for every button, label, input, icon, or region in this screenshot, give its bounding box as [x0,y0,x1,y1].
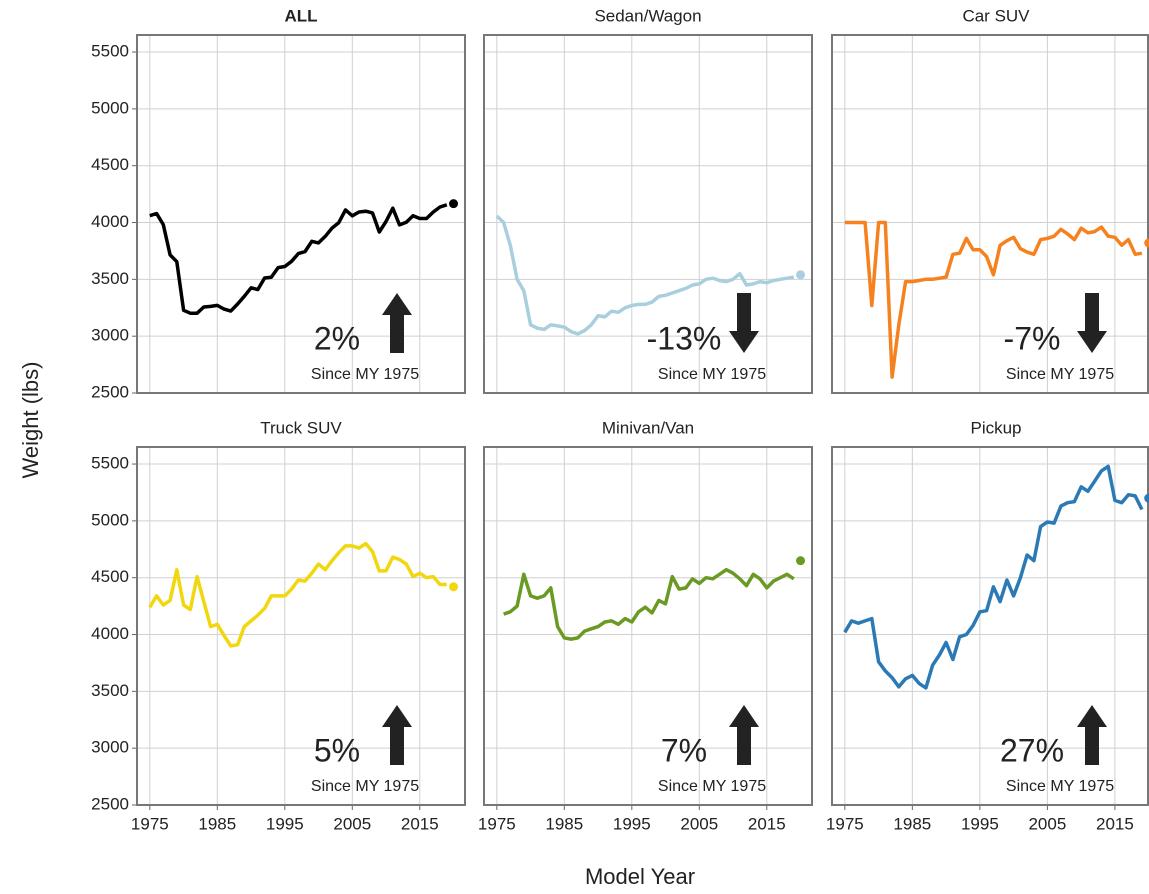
panel-frame [483,34,813,394]
y-tick-label: 3500 [91,269,129,288]
x-tick-label: 1995 [613,814,651,833]
final-point [449,199,459,209]
x-axis-label: Model Year [585,864,695,889]
change-label: 2% [314,320,360,356]
final-point [449,582,459,592]
final-point [796,270,806,280]
y-tick-label: 4000 [91,212,129,231]
change-arrow [382,293,412,353]
x-tick-label: 2015 [748,814,786,833]
panel-frame [136,34,466,394]
y-tick-label: 3000 [91,738,129,757]
change-arrow [382,705,412,765]
x-tick-label: 1975 [478,814,516,833]
final-point [796,556,806,566]
panel-title: Pickup [970,418,1021,437]
panel-title: ALL [284,6,317,25]
y-tick-label: 4000 [91,624,129,643]
change-note: Since MY 1975 [658,366,766,383]
y-tick-label: 3500 [91,681,129,700]
series-line [503,567,795,641]
x-tick-label: 1995 [266,814,304,833]
y-tick-label: 4500 [91,567,129,586]
x-tick-label: 2005 [1028,814,1066,833]
y-tick-label: 4500 [91,155,129,174]
x-tick-label: 1985 [545,814,583,833]
panel: Minivan/Van 1975 1985 1995 2005 2015 7% Since M… [478,418,813,833]
series-line [149,203,448,315]
y-tick-label: 2500 [91,382,129,401]
change-label: 27% [1000,732,1064,768]
change-arrow [729,705,759,765]
panel: Sedan/Wagon -13% Since MY 1975 [483,6,813,394]
change-label: 5% [314,732,360,768]
final-point [1144,493,1149,503]
change-note: Since MY 1975 [311,778,419,795]
panel: ALL 2500 3000 3500 4000 4500 5000 5500 2% Since M… [91,6,466,401]
panel: Truck SUV 2500 3000 3500 4000 4500 5000 5500 197… [91,418,466,833]
change-arrow [1077,705,1107,765]
change-note: Since MY 1975 [658,778,766,795]
change-note: Since MY 1975 [1006,366,1114,383]
panel: Pickup 1975 1985 1995 2005 2015 27% Since MY 19… [826,418,1149,833]
y-tick-label: 5000 [91,98,129,117]
y-tick-label: 3000 [91,326,129,345]
change-note: Since MY 1975 [311,366,419,383]
panel-title: Sedan/Wagon [594,6,701,25]
change-label: -13% [647,320,722,356]
change-label: 7% [661,732,707,768]
y-tick-label: 5500 [91,42,129,61]
x-tick-label: 2005 [680,814,718,833]
series-line [843,464,1144,690]
change-note: Since MY 1975 [1006,778,1114,795]
y-axis-label: Weight (lbs) [18,362,43,479]
panel-frame [483,446,813,806]
change-arrow [729,293,759,353]
series-line [495,214,795,336]
x-tick-label: 1985 [893,814,931,833]
y-tick-label: 5500 [91,454,129,473]
panel-title: Car SUV [962,6,1030,25]
change-label: -7% [1004,320,1061,356]
panel: Car SUV -7% Since MY 1975 [831,6,1149,394]
y-tick-label: 5000 [91,510,129,529]
x-tick-label: 1985 [198,814,236,833]
panel-frame [831,446,1149,806]
series-line [844,220,1143,379]
x-tick-label: 2015 [401,814,439,833]
series-line [148,541,447,648]
final-point [1144,238,1149,248]
change-arrow [1077,293,1107,353]
panel-frame [831,34,1149,394]
x-tick-label: 2015 [1096,814,1134,833]
y-tick-label: 2500 [91,794,129,813]
x-tick-label: 1975 [826,814,864,833]
x-tick-label: 1975 [131,814,169,833]
panel-title: Truck SUV [260,418,342,437]
panel-frame [136,446,466,806]
x-tick-label: 1995 [961,814,999,833]
x-tick-label: 2005 [333,814,371,833]
panel-title: Minivan/Van [602,418,694,437]
